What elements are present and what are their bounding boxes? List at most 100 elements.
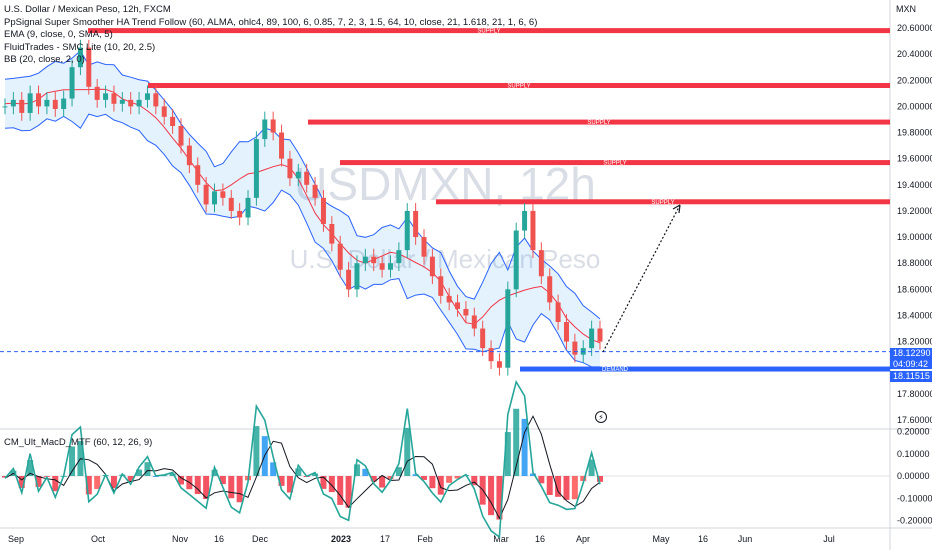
candle-body bbox=[287, 158, 293, 179]
candle-body bbox=[103, 93, 109, 100]
macd-histogram-bar bbox=[270, 462, 277, 476]
macd-histogram-bar bbox=[286, 476, 293, 493]
zone-supply bbox=[308, 119, 890, 125]
demand-price-badge: 18.11515 bbox=[890, 371, 932, 382]
candle-body bbox=[429, 256, 435, 277]
candle-body bbox=[572, 341, 578, 355]
candle-body bbox=[212, 191, 218, 205]
bollinger-upper-line bbox=[4, 50, 601, 320]
candle-body bbox=[320, 197, 326, 224]
price-tick-label: 19.40000 bbox=[897, 180, 932, 190]
zone-supply bbox=[340, 160, 890, 166]
candle-body bbox=[304, 171, 310, 185]
zone-label: SUPPLY bbox=[477, 29, 500, 35]
candle-body bbox=[220, 191, 226, 198]
candle-body bbox=[379, 263, 385, 270]
macd-histogram-bar bbox=[555, 476, 562, 497]
macd-histogram-bar bbox=[571, 476, 578, 500]
candle-body bbox=[69, 67, 75, 99]
candle-body bbox=[111, 93, 117, 104]
lightning-icon[interactable]: ⚡ bbox=[595, 411, 607, 423]
macd-histogram-bar bbox=[144, 462, 151, 476]
candle-body bbox=[505, 289, 511, 368]
macd-histogram-bar bbox=[85, 476, 92, 495]
candle-body bbox=[36, 93, 42, 107]
macd-histogram-bar bbox=[412, 474, 419, 476]
price-tick-label: 17.80000 bbox=[897, 389, 932, 399]
candle-body bbox=[413, 210, 419, 238]
candle-body bbox=[446, 295, 452, 303]
macd-histogram-bar bbox=[69, 446, 76, 476]
macd-histogram-bar bbox=[370, 476, 377, 482]
demand-price-value: 18.11515 bbox=[893, 371, 930, 381]
candle-body bbox=[354, 263, 360, 290]
time-tick-label: Feb bbox=[417, 534, 433, 544]
macd-tick-label: -0.10000 bbox=[897, 493, 932, 503]
candle-body bbox=[52, 99, 58, 110]
candle-body bbox=[471, 315, 477, 329]
indicator-label-ppsignal: PpSignal Super Smoother HA Trend Follow … bbox=[4, 16, 538, 28]
candle-body bbox=[522, 210, 528, 231]
price-axis-unit: MXN bbox=[896, 4, 916, 14]
macd-histogram-bar bbox=[228, 476, 235, 499]
macd-histogram-bar bbox=[110, 476, 117, 489]
macd-histogram-bar bbox=[253, 426, 260, 476]
macd-histogram-bar bbox=[337, 476, 344, 505]
candle-body bbox=[538, 250, 544, 277]
ema-line bbox=[4, 88, 601, 344]
macd-histogram-bar bbox=[203, 476, 210, 499]
projection-arrowhead bbox=[672, 204, 681, 214]
zone-label: SUPPLY bbox=[651, 200, 674, 206]
macd-histogram-bar bbox=[580, 476, 587, 482]
time-tick-label: Dec bbox=[252, 534, 269, 544]
current-price-badge: 18.12290 04:09:42 bbox=[890, 348, 932, 369]
bollinger-lower-line bbox=[4, 113, 600, 368]
candle-body bbox=[61, 98, 67, 110]
candle-body bbox=[161, 106, 167, 117]
candle-body bbox=[480, 328, 486, 349]
candle-body bbox=[44, 99, 50, 107]
macd-histogram-bar bbox=[471, 476, 478, 486]
candle-body bbox=[597, 328, 603, 342]
price-tick-label: 20.00000 bbox=[897, 101, 932, 111]
macd-histogram-bar bbox=[211, 469, 218, 476]
candle-body bbox=[94, 86, 100, 100]
candle-body bbox=[253, 139, 259, 198]
time-tick-label: May bbox=[652, 534, 670, 544]
macd-indicator-label: CM_Ult_MacD_MTF (60, 12, 26, 9) bbox=[4, 437, 153, 448]
macd-histogram-bar bbox=[18, 476, 25, 489]
projection-arrow bbox=[602, 204, 681, 353]
macd-histogram-bar bbox=[563, 476, 570, 500]
candle-body bbox=[262, 119, 268, 140]
candle-body bbox=[245, 197, 251, 218]
time-tick-label: 16 bbox=[214, 534, 224, 544]
macd-histogram-bar bbox=[194, 476, 201, 494]
candle-body bbox=[438, 276, 444, 296]
zone-label: SUPPLY bbox=[587, 120, 610, 126]
candle-body bbox=[27, 93, 33, 113]
zone-label: DEMAND bbox=[602, 367, 629, 373]
price-tick-label: 18.60000 bbox=[897, 284, 932, 294]
candle-body bbox=[421, 237, 427, 257]
price-tick-label: 19.60000 bbox=[897, 154, 932, 164]
candle-body bbox=[371, 256, 377, 264]
candle-body bbox=[387, 263, 393, 270]
time-tick-label: Jun bbox=[738, 534, 753, 544]
macd-histogram-bar bbox=[395, 467, 402, 476]
candle-body bbox=[228, 197, 234, 211]
time-tick-label: 16 bbox=[535, 534, 545, 544]
macd-histogram-bar bbox=[546, 476, 553, 495]
candle-body bbox=[547, 276, 553, 303]
candle-body bbox=[186, 145, 192, 166]
price-tick-label: 20.40000 bbox=[897, 49, 932, 59]
candle-body bbox=[488, 348, 494, 362]
macd-histogram-bar bbox=[404, 427, 411, 476]
macd-histogram-bar bbox=[27, 460, 34, 476]
zone-supply bbox=[436, 199, 890, 205]
current-price-value: 18.12290 bbox=[893, 348, 931, 358]
candle-body bbox=[295, 171, 301, 179]
candle-body bbox=[203, 184, 209, 205]
macd-histogram-bar bbox=[236, 476, 243, 503]
macd-histogram-bar bbox=[521, 418, 528, 476]
